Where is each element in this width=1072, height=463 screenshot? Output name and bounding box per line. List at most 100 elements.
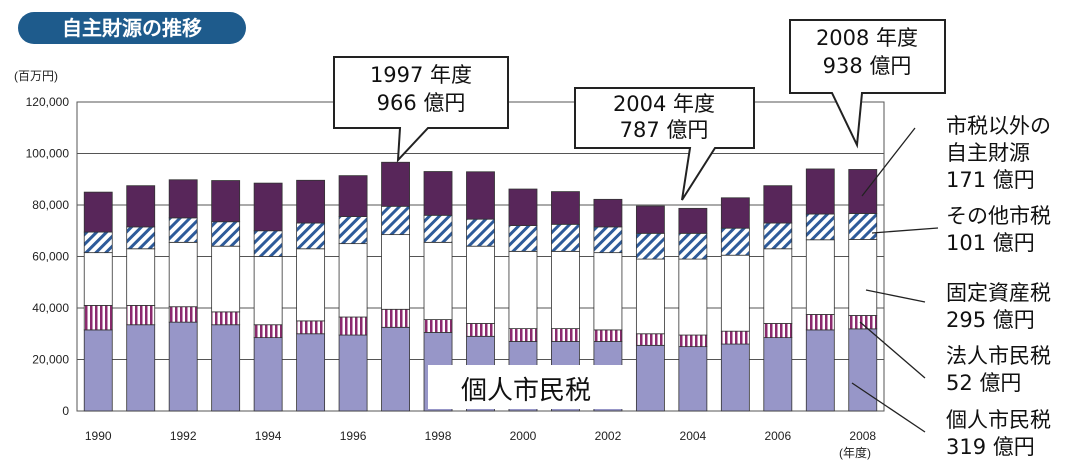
bar-segment-kotei-1992 xyxy=(168,241,198,308)
bar-segment-kotei-1997 xyxy=(381,234,410,310)
inplot-label-text: 個人市民税 xyxy=(461,376,591,406)
bar-segment-hojin-1997 xyxy=(381,308,410,328)
series-label-kojin-line1: 個人市民税 xyxy=(946,408,1051,432)
series-label-kojin-line2: 319 億円 xyxy=(946,435,1035,459)
bar-segment-igai-1993 xyxy=(211,180,241,223)
bar-stack-2008 xyxy=(848,169,878,412)
bar-segment-kotei-1994 xyxy=(253,256,283,326)
bar-segment-igai-1997 xyxy=(381,161,410,207)
x-tick-label: 1992 xyxy=(170,429,197,443)
bar-stack-1993 xyxy=(211,180,241,412)
bar-segment-sonota-1996 xyxy=(338,216,368,245)
inplot-label: 個人市民税 xyxy=(428,365,628,409)
callout-2004-box xyxy=(574,87,755,201)
bar-segment-kojin-1991 xyxy=(126,324,156,412)
bar-segment-sonota-1999 xyxy=(466,218,495,247)
bar-segment-hojin-1992 xyxy=(168,306,198,323)
callout-2008: 2008 年度 938 億円 xyxy=(789,19,946,149)
bar-segment-igai-2004 xyxy=(678,207,708,234)
series-label-hojin: 法人市民税 52 億円 xyxy=(946,344,1051,395)
bar-segment-kojin-1990 xyxy=(83,329,113,412)
leader-line-kojin xyxy=(851,382,926,433)
bar-segment-kojin-2004 xyxy=(678,346,708,412)
bar-segment-igai-1996 xyxy=(338,175,368,217)
bar-stack-2004 xyxy=(678,207,708,412)
bar-segment-kojin-2005 xyxy=(720,343,750,412)
bar-segment-igai-2006 xyxy=(763,185,793,224)
y-tick-label: 40,000 xyxy=(32,301,69,315)
bar-segment-kojin-2008 xyxy=(848,328,878,412)
y-tick-label: 100,000 xyxy=(26,147,70,161)
bar-segment-kotei-2007 xyxy=(805,239,835,315)
title-badge: 自主財源の推移 xyxy=(18,12,246,44)
unit-label: (百万円) xyxy=(14,69,58,83)
x-tick-label: 1998 xyxy=(425,429,452,443)
x-tick-label: 2002 xyxy=(595,429,622,443)
bar-stack-1995 xyxy=(296,179,326,412)
bar-segment-kojin-2007 xyxy=(805,329,835,412)
bar-segment-hojin-2005 xyxy=(720,330,750,345)
bar-segment-kotei-2000 xyxy=(508,250,538,330)
series-label-sonota: その他市税 101 億円 xyxy=(946,204,1051,255)
callout-1997-box xyxy=(333,56,509,163)
bar-segment-igai-2008 xyxy=(848,169,878,214)
inplot-label-background xyxy=(428,365,628,409)
bar-stack-1996 xyxy=(338,175,368,412)
bar-segment-kotei-2004 xyxy=(678,258,708,336)
bar-segment-igai-1991 xyxy=(126,185,156,228)
leader-lines xyxy=(851,127,939,433)
bar-segment-kotei-1995 xyxy=(296,248,326,322)
series-label-kojin: 個人市民税 319 億円 xyxy=(946,408,1051,459)
bar-segment-sonota-2000 xyxy=(508,225,538,252)
bar-segment-sonota-1998 xyxy=(423,214,453,243)
bar-segment-kojin-1993 xyxy=(211,324,241,412)
bar-segment-hojin-1996 xyxy=(338,316,368,336)
x-tick-label: 2004 xyxy=(680,429,707,443)
series-label-igai-line1: 市税以外の xyxy=(946,114,1051,138)
x-tick-label: 1994 xyxy=(255,429,282,443)
bar-segment-kotei-2001 xyxy=(551,250,580,330)
bar-segment-hojin-1993 xyxy=(211,311,241,326)
callout-2008-line1: 2008 年度 xyxy=(816,26,918,50)
bar-segment-kotei-1991 xyxy=(126,248,156,306)
series-label-igai-line3: 171 億円 xyxy=(946,168,1035,192)
series-label-igai: 市税以外の 自主財源 171 億円 xyxy=(946,114,1051,192)
callout-2008-box xyxy=(789,19,946,149)
bar-stack-1990 xyxy=(83,191,113,412)
bar-segment-sonota-2007 xyxy=(805,213,835,241)
bar-segment-sonota-2003 xyxy=(635,232,665,260)
x-axis-ticks: 1990 1992 1994 1996 1998 2000 2002 2004 2006 2008 xyxy=(85,429,877,443)
y-tick-label: 60,000 xyxy=(32,250,69,264)
bar-segment-hojin-2008 xyxy=(848,315,878,330)
bar-segment-igai-1999 xyxy=(466,171,495,220)
bar-segment-hojin-2007 xyxy=(805,314,835,331)
bar-segment-kojin-1994 xyxy=(253,337,283,412)
bar-segment-kotei-1998 xyxy=(423,241,453,320)
bar-segment-sonota-1997 xyxy=(381,205,410,236)
bar-segment-kotei-2005 xyxy=(720,254,750,332)
bar-stack-1992 xyxy=(168,179,198,412)
bar-segment-hojin-1999 xyxy=(466,323,495,337)
bar-segment-kojin-2003 xyxy=(635,344,665,412)
bar-segment-hojin-1998 xyxy=(423,319,453,333)
series-label-kotei-line1: 固定資産税 xyxy=(946,281,1051,305)
y-tick-label: 0 xyxy=(62,404,69,418)
bar-stack-1997 xyxy=(381,161,410,412)
y-tick-label: 20,000 xyxy=(32,353,69,367)
bar-segment-igai-1990 xyxy=(83,191,113,233)
bar-segment-hojin-1990 xyxy=(83,305,113,331)
bars xyxy=(83,161,878,412)
series-label-sonota-line1: その他市税 xyxy=(946,204,1051,228)
bar-segment-kojin-2006 xyxy=(763,337,793,412)
series-label-sonota-line2: 101 億円 xyxy=(946,231,1035,255)
bar-segment-sonota-1991 xyxy=(126,226,156,250)
bar-stack-1994 xyxy=(253,182,283,412)
series-label-igai-line2: 自主財源 xyxy=(946,141,1030,165)
bar-segment-sonota-2008 xyxy=(848,213,878,240)
bar-segment-igai-2003 xyxy=(635,205,665,234)
bar-segment-kojin-1996 xyxy=(338,334,368,412)
bar-segment-kojin-1995 xyxy=(296,333,326,412)
leader-line-sonota xyxy=(871,227,939,234)
bar-stack-1991 xyxy=(126,185,156,412)
